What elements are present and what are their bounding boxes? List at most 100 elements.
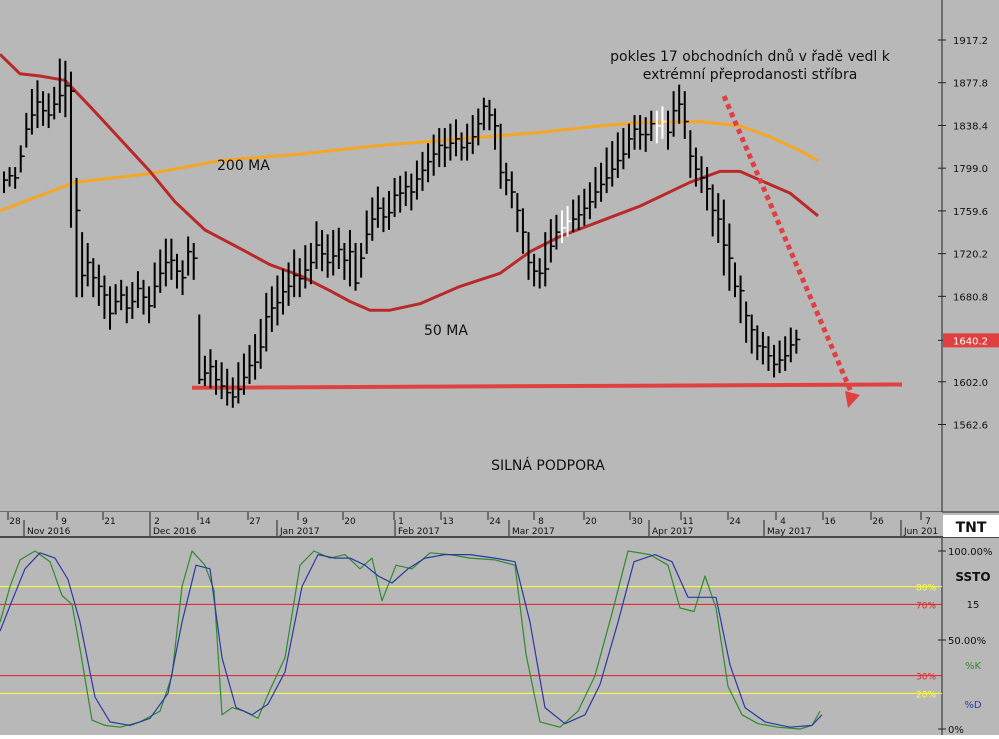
ohlc-bar: [399, 175, 405, 213]
day-tick-label: 24: [489, 517, 501, 527]
ohlc-bar: [58, 58, 64, 113]
support-line: [191, 382, 903, 390]
ohlc-bar: [672, 91, 678, 137]
ohlc-bar: [187, 236, 193, 276]
ohlc-bar: [572, 199, 578, 233]
ohlc-bar: [42, 91, 48, 126]
day-tick-label: 11: [682, 517, 693, 527]
ohlc-bar: [700, 156, 706, 194]
ohlc-bar: [254, 334, 260, 380]
price-panel: 1917.2 1877.8 1838.4 1799.0 1759.6 1720.2 1680…: [0, 0, 999, 513]
ohlc-bar: [516, 193, 522, 233]
ohlc-bar: [86, 242, 92, 287]
price-tick-label: 1680.8: [953, 292, 988, 303]
ohlc-bar: [561, 210, 566, 243]
ohlc-bar: [706, 167, 712, 211]
ohlc-bar: [488, 99, 494, 131]
legend-k: %K: [965, 661, 982, 672]
ohlc-bar: [203, 355, 209, 387]
ohlc-bar: [242, 353, 248, 395]
ohlc-bar: [477, 108, 483, 146]
day-tick-label: 7: [925, 517, 931, 527]
ohlc-bar: [773, 344, 779, 378]
ohlc-bar: [209, 349, 215, 389]
ohlc-bar: [622, 128, 628, 170]
ohlc-bar: [142, 279, 148, 315]
ohlc-bar: [30, 89, 36, 135]
ohlc-bar: [382, 197, 388, 233]
osc-level-label: 80%: [916, 584, 936, 594]
ohlc-bar: [231, 377, 237, 408]
ohlc-bar: [248, 344, 254, 384]
ohlc-bar: [371, 197, 377, 241]
ohlc-bar: [454, 119, 460, 157]
ohlc-bar: [309, 242, 315, 285]
callout-line-1: pokles 17 obchodních dnů v řadě vedl k: [610, 49, 891, 65]
ohlc-bar: [761, 331, 767, 365]
day-tick-label: 9: [61, 517, 67, 527]
ohlc-bar: [109, 286, 115, 330]
ohlc-bar: [282, 269, 287, 315]
day-tick-label: 2: [154, 517, 160, 527]
ohlc-bar: [181, 260, 187, 296]
ohlc-bar: [120, 279, 126, 311]
ohlc-bar: [103, 275, 109, 319]
ohlc-bar: [583, 188, 589, 226]
ohlc-bar: [494, 108, 500, 150]
month-label: Nov 2016: [27, 527, 71, 537]
ohlc-bar: [3, 171, 8, 194]
price-tick-label: 1602.0: [953, 378, 988, 389]
ohlc-bar: [683, 91, 689, 139]
ohlc-bar: [533, 253, 539, 287]
ohlc-bar: [639, 115, 645, 150]
ohlc-bar: [443, 128, 449, 168]
ohlc-bar: [47, 93, 53, 129]
ohlc-bar: [588, 182, 594, 220]
ohlc-bar: [745, 301, 751, 343]
ohlc-bar: [466, 123, 472, 161]
ohlc-bar: [376, 186, 382, 228]
ohlc-bar: [555, 214, 561, 250]
logo-box: [943, 515, 999, 537]
ma50-label: 50 MA: [424, 323, 468, 339]
ohlc-bar: [136, 271, 142, 309]
osc-level-label: 30%: [916, 673, 936, 683]
ohlc-bar: [170, 238, 176, 280]
ohlc-bar: [689, 130, 695, 178]
ohlc-bar: [393, 177, 399, 217]
legend-d: %D: [964, 700, 982, 711]
ohlc-bar: [321, 229, 327, 272]
osc-scale-label: 0%: [948, 725, 964, 735]
ohlc-bar: [343, 242, 349, 280]
ohlc-bar: [75, 177, 81, 298]
ohlc-bar: [644, 117, 650, 152]
ohlc-bar: [69, 71, 75, 228]
ohlc-bar: [365, 210, 371, 254]
ohlc-bar: [64, 60, 70, 118]
callout-line-2: extrémní přeprodanosti stříbra: [643, 67, 858, 83]
ohlc-bar: [605, 147, 611, 194]
ohlc-bar: [505, 162, 511, 196]
ohlc-bar: [611, 141, 617, 187]
ohlc-bar: [722, 199, 728, 276]
month-label: Jun 201: [903, 527, 938, 537]
ohlc-bar: [148, 286, 154, 324]
decline-arrow-shaft: [721, 95, 855, 395]
ohlc-bar: [81, 232, 87, 298]
day-tick-label: 20: [585, 517, 597, 527]
ohlc-bar: [733, 262, 739, 298]
ohlc-bar: [97, 264, 103, 306]
ohlc-bar: [527, 232, 533, 280]
ohlc-bar: [728, 223, 734, 291]
day-tick-label: 20: [344, 517, 356, 527]
ohlc-bar: [304, 245, 310, 289]
ohlc-bar: [326, 234, 332, 278]
ohlc-bar: [220, 362, 226, 400]
ohlc-bar: [449, 123, 455, 161]
stochastic-k-line: [0, 550, 821, 730]
ohlc-bar: [8, 167, 14, 187]
ohlc-bar: [767, 336, 773, 371]
day-tick-label: 30: [631, 517, 643, 527]
